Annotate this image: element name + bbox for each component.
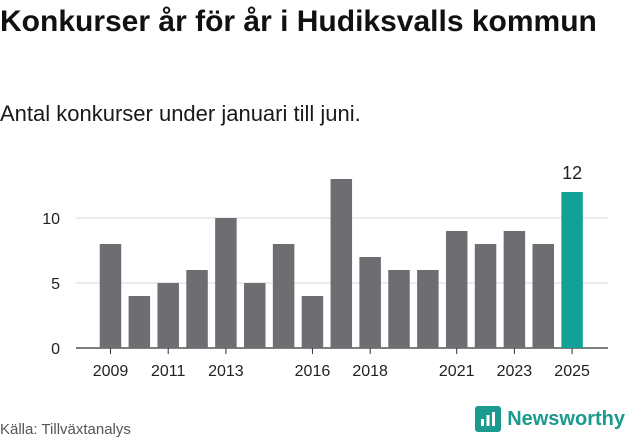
newsworthy-logo-icon xyxy=(475,406,502,432)
bar-2020 xyxy=(417,270,439,348)
bar-2018 xyxy=(359,257,381,348)
bar-2017 xyxy=(330,179,353,348)
bar-2014 xyxy=(244,283,266,348)
source-note: Källa: Tillväxtanalys xyxy=(0,421,131,438)
chart-title: Konkurser år för år i Hudiksvalls kommun xyxy=(0,5,597,38)
bar-chart: 0 5 10 2009 2011 2013 2016 2018 2021 2023 2025 12 xyxy=(42,163,608,380)
x-tick-label: 2018 xyxy=(352,363,388,380)
y-tick-label: 10 xyxy=(42,211,60,228)
brand-name: Newsworthy xyxy=(507,407,625,430)
bar-2015 xyxy=(272,244,295,348)
bar-2023 xyxy=(503,231,526,348)
bar-2024 xyxy=(532,244,554,348)
bar-2021 xyxy=(445,231,468,348)
bar-2016 xyxy=(301,296,324,348)
bar-2010 xyxy=(128,296,151,348)
x-tick-label: 2025 xyxy=(554,363,590,380)
x-tick-label: 2011 xyxy=(151,363,186,380)
bar-2022 xyxy=(474,244,497,348)
x-tick-label: 2016 xyxy=(295,363,331,380)
chart-subtitle: Antal konkurser under januari till juni. xyxy=(0,101,361,126)
bar-2011 xyxy=(157,283,179,348)
bar-2012 xyxy=(186,270,208,348)
bar-2013 xyxy=(215,218,237,348)
data-label: 12 xyxy=(562,163,582,183)
y-tick-label: 5 xyxy=(51,276,60,293)
x-tick-label: 2021 xyxy=(439,363,475,380)
y-tick-label: 0 xyxy=(51,341,60,358)
bar-2019 xyxy=(388,270,410,348)
bar-2025 xyxy=(561,192,583,348)
x-tick-label: 2013 xyxy=(208,363,244,380)
x-tick-label: 2009 xyxy=(93,363,129,380)
brand-logo: Newsworthy xyxy=(475,406,625,432)
x-tick-label: 2023 xyxy=(497,363,533,380)
bar-2009 xyxy=(99,244,122,348)
